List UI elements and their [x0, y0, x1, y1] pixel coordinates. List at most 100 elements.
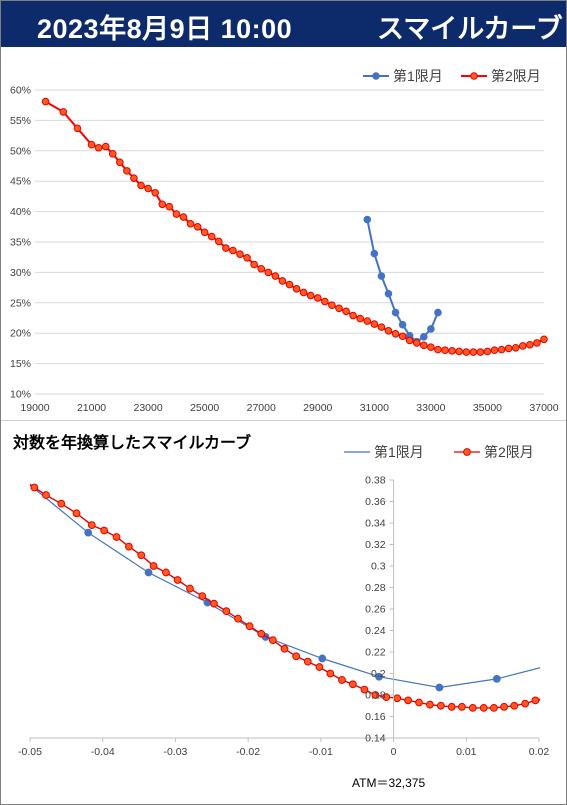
- series2-point: [518, 342, 527, 350]
- y-tick-label: 40%: [10, 206, 31, 218]
- series2-point: [57, 499, 66, 508]
- y-tick-label: 25%: [10, 297, 31, 309]
- x-tick-label: 23000: [134, 402, 163, 414]
- series2-point: [165, 202, 174, 211]
- series2-point: [229, 246, 237, 255]
- series-line-1: [30, 484, 540, 689]
- series2-point: [87, 521, 96, 530]
- series2-point: [511, 343, 520, 352]
- series1-point: [427, 325, 435, 333]
- legend-label-2: 第2限月: [491, 68, 541, 84]
- series2-point: [404, 696, 413, 705]
- series2-point: [173, 576, 182, 584]
- y-tick-label: 0.36: [365, 496, 386, 508]
- x-tick-label: 0.01: [456, 746, 477, 758]
- x-tick-label: -0.05: [18, 746, 42, 758]
- series2-point: [73, 124, 82, 133]
- series2-point: [476, 348, 485, 356]
- series2-point: [377, 323, 386, 331]
- x-tick-label: 19000: [20, 402, 49, 414]
- series2-point: [363, 317, 372, 325]
- series2-point: [222, 607, 231, 616]
- chart2-title: 対数を年換算したスマイルカーブ: [13, 435, 252, 452]
- series2-point: [292, 652, 301, 661]
- series2-point: [349, 311, 357, 320]
- series2-point: [490, 346, 499, 355]
- series2-point: [434, 345, 442, 354]
- y-tick-label: 0.34: [365, 518, 386, 530]
- x-tick-label: 0.02: [529, 746, 550, 758]
- series2-point: [236, 250, 244, 258]
- x-tick-label: 35000: [473, 402, 502, 414]
- legend-label-2: 第2限月: [484, 444, 534, 460]
- series2-point: [497, 345, 506, 354]
- series2-point: [108, 150, 117, 158]
- series1-point: [391, 308, 400, 317]
- y-tick-label: 35%: [10, 237, 31, 249]
- series2-point: [306, 291, 315, 300]
- chart2-plot: [30, 483, 540, 712]
- y-tick-label: 0.24: [365, 625, 386, 637]
- series2-point: [162, 568, 170, 577]
- series2-point: [158, 200, 167, 209]
- series2-point: [540, 335, 548, 344]
- series2-point: [436, 701, 445, 710]
- series2-point: [382, 693, 391, 702]
- series2-point: [234, 614, 242, 623]
- series1-point: [377, 272, 386, 280]
- header-title: スマイルカーブ: [377, 14, 563, 44]
- series2-point: [186, 219, 195, 228]
- section-divider: [1, 420, 566, 421]
- series-line-2: [30, 483, 540, 709]
- series2-point: [245, 622, 254, 631]
- series2-point: [100, 526, 109, 535]
- y-tick-label: 0.32: [365, 539, 386, 551]
- series2-point: [483, 347, 492, 356]
- series2-point: [264, 268, 273, 277]
- series2-point: [426, 700, 434, 709]
- y-tick-label: 45%: [10, 176, 31, 188]
- y-tick-label: 0.14: [365, 733, 386, 745]
- series2-point: [268, 636, 277, 645]
- y-tick-label: 10%: [10, 389, 31, 401]
- y-tick-label: 15%: [10, 358, 31, 370]
- series2-point: [144, 184, 152, 193]
- series2-point: [533, 339, 541, 347]
- series2-point: [215, 237, 223, 246]
- series2-point: [490, 704, 498, 712]
- series2-point: [198, 592, 207, 600]
- series2-point: [342, 307, 350, 316]
- series2-point: [285, 280, 294, 289]
- series2-point: [116, 158, 124, 167]
- series2-point: [348, 680, 357, 689]
- series2-point: [370, 320, 379, 328]
- header-date: 2023年8月9日 10:00: [37, 14, 293, 44]
- series2-point: [521, 699, 530, 708]
- x-tick-label: 33000: [416, 402, 445, 414]
- series2-point: [321, 297, 329, 306]
- series2-point: [42, 491, 50, 499]
- x-tick-label: -0.03: [163, 746, 187, 758]
- series2-point: [412, 339, 421, 347]
- series2-point: [186, 584, 194, 593]
- series2-point: [468, 704, 477, 712]
- series2-point: [415, 698, 423, 707]
- series2-point: [30, 483, 39, 492]
- x-tick-label: 29000: [303, 402, 332, 414]
- series2-point: [303, 657, 312, 666]
- series2-point: [398, 332, 407, 341]
- series1-point: [363, 215, 372, 224]
- series2-point: [271, 272, 280, 280]
- legend-label-1: 第1限月: [393, 68, 443, 84]
- series2-point: [172, 210, 181, 218]
- series2-point: [500, 702, 508, 711]
- series2-point: [510, 701, 519, 710]
- y-tick-label: 0.38: [365, 475, 386, 487]
- series2-point: [405, 336, 414, 345]
- x-tick-label: 37000: [529, 402, 558, 414]
- legend-marker-2: [470, 72, 478, 80]
- series1-point: [144, 568, 153, 577]
- y-tick-label: 55%: [10, 115, 31, 127]
- series2-point: [458, 702, 466, 711]
